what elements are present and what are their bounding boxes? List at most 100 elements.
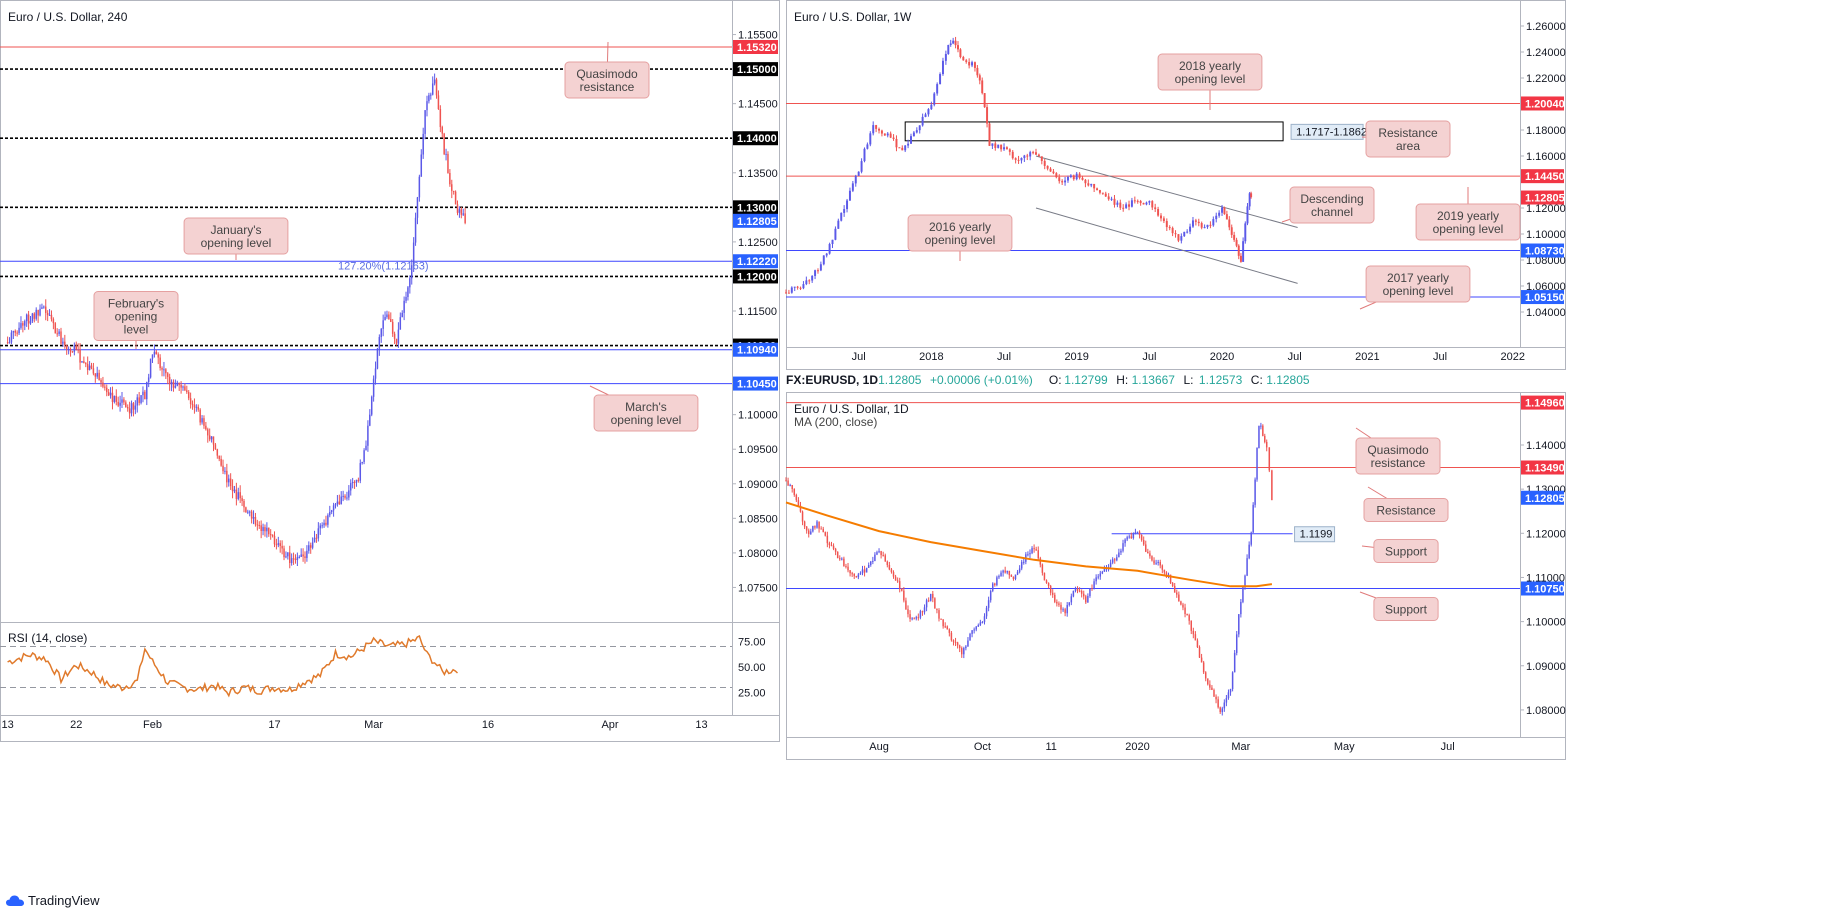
level-price-tag bbox=[733, 254, 778, 269]
candle-body bbox=[1078, 173, 1081, 178]
candle-body bbox=[1265, 441, 1268, 448]
candle-body bbox=[981, 80, 984, 94]
candle-body bbox=[1023, 155, 1026, 159]
candle-body bbox=[121, 399, 123, 403]
x-tick-label: Apr bbox=[601, 719, 618, 731]
candle-body bbox=[1026, 155, 1029, 157]
annotation-box bbox=[593, 394, 699, 432]
candle-body bbox=[50, 314, 53, 320]
candle-body bbox=[330, 510, 333, 512]
tradingview-cloud-icon bbox=[6, 895, 24, 906]
candle-body bbox=[1200, 223, 1203, 228]
candle-body bbox=[1252, 504, 1254, 533]
level-price-label: 1.15320 bbox=[737, 42, 777, 54]
candle-body bbox=[1136, 200, 1139, 202]
candle-body bbox=[250, 511, 253, 519]
x-tick-label: 2022 bbox=[1500, 351, 1524, 363]
candle-body bbox=[1262, 425, 1264, 436]
candle-body bbox=[845, 566, 847, 568]
candle-body bbox=[170, 381, 173, 385]
candle-body bbox=[237, 492, 240, 499]
x-tick-label: 2021 bbox=[1355, 351, 1379, 363]
candle-body bbox=[372, 378, 375, 397]
candle-body bbox=[228, 478, 230, 483]
y-tick-label: 1.12500 bbox=[738, 237, 778, 249]
candle-body bbox=[1190, 620, 1193, 631]
candle-body bbox=[903, 590, 905, 601]
candle-body bbox=[1000, 572, 1002, 577]
candle-body bbox=[1087, 596, 1089, 603]
candle-body bbox=[975, 626, 977, 630]
candle-body bbox=[837, 220, 840, 229]
candle-body bbox=[380, 328, 382, 338]
candle-body bbox=[62, 341, 64, 344]
level-price-tag bbox=[1521, 169, 1564, 184]
candle-body bbox=[96, 372, 98, 377]
candle-body bbox=[336, 501, 339, 505]
candle-body bbox=[1132, 533, 1135, 539]
candle-body bbox=[1157, 209, 1160, 216]
candle-body bbox=[292, 558, 295, 560]
candle-body bbox=[940, 618, 942, 620]
candle-body bbox=[910, 136, 912, 144]
candle-body bbox=[878, 128, 881, 131]
annotation-text: 2016 yearly bbox=[929, 220, 991, 234]
candle-body bbox=[24, 321, 26, 326]
candle-body bbox=[1138, 531, 1141, 535]
candle-body bbox=[140, 395, 142, 403]
annotation-text: opening level bbox=[1383, 284, 1454, 298]
candle-body bbox=[1096, 188, 1099, 191]
candle-body bbox=[1238, 614, 1240, 635]
candle-body bbox=[785, 292, 787, 294]
candle-body bbox=[71, 351, 74, 353]
candle-body bbox=[174, 385, 177, 388]
candle-body bbox=[138, 397, 140, 403]
candle-body bbox=[1041, 564, 1044, 573]
candle-body bbox=[1194, 220, 1197, 222]
candle-body bbox=[279, 543, 281, 546]
annotation-text: opening level bbox=[611, 413, 682, 427]
candle-body bbox=[1008, 570, 1011, 576]
candle-body bbox=[1212, 219, 1215, 226]
candle-body bbox=[1209, 224, 1212, 226]
candle-body bbox=[115, 395, 118, 402]
candle-body bbox=[1206, 224, 1209, 228]
candle-body bbox=[146, 381, 148, 400]
candle-body bbox=[81, 361, 83, 363]
level-price-tag bbox=[1521, 190, 1564, 205]
candle-body bbox=[106, 387, 108, 393]
candle-body bbox=[1176, 592, 1178, 595]
rsi-tick-label: 25.00 bbox=[738, 688, 766, 700]
tradingview-logo[interactable]: TradingView bbox=[6, 893, 100, 908]
candle-body bbox=[1200, 657, 1203, 663]
candle-body bbox=[814, 526, 816, 528]
candle-body bbox=[805, 526, 808, 531]
candle-body bbox=[1097, 576, 1099, 578]
level-price-tag bbox=[1521, 581, 1564, 596]
candle-body bbox=[395, 338, 398, 344]
candle-body bbox=[968, 61, 971, 66]
candle-body bbox=[942, 619, 944, 627]
candle-body bbox=[949, 43, 952, 45]
y-tick-label: 1.08000 bbox=[1526, 255, 1566, 267]
header-item: O: bbox=[1049, 373, 1062, 387]
candle-body bbox=[54, 323, 57, 334]
candle-body bbox=[801, 511, 804, 522]
candle-body bbox=[1069, 175, 1072, 178]
candle-body bbox=[1081, 177, 1084, 180]
y-tick-label: 1.18000 bbox=[1526, 125, 1566, 137]
candle-body bbox=[1085, 596, 1087, 603]
annotation-text: opening level bbox=[925, 233, 996, 247]
candle-body bbox=[799, 287, 802, 289]
candle-body bbox=[370, 396, 373, 415]
candle-body bbox=[187, 392, 190, 399]
candle-body bbox=[1244, 575, 1246, 588]
candle-body bbox=[1196, 640, 1199, 648]
candle-body bbox=[147, 377, 150, 382]
x-tick-label: 17 bbox=[268, 719, 280, 731]
candle-body bbox=[869, 133, 872, 145]
candle-body bbox=[433, 79, 436, 84]
candle-body bbox=[971, 630, 973, 634]
candle-body bbox=[83, 361, 85, 364]
